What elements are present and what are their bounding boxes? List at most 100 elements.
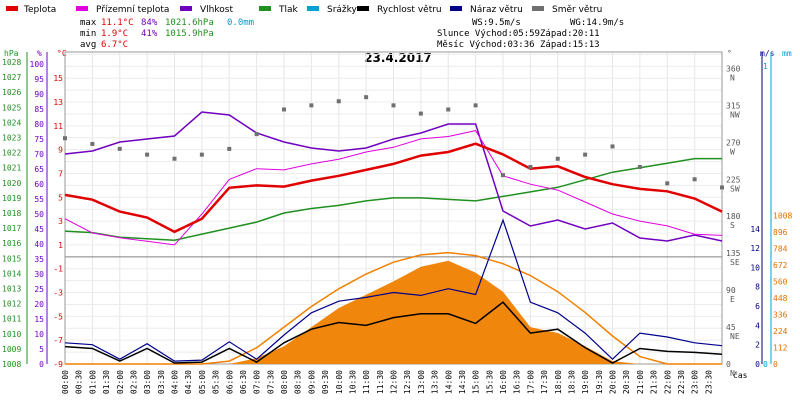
humidity-tick-label: 80 bbox=[34, 120, 44, 129]
temperature-tick-label: -3 bbox=[53, 289, 63, 298]
x-tick-label: 16:00 bbox=[499, 370, 508, 394]
stats-min-pressure: 1015.9hPa bbox=[165, 29, 214, 39]
legend-label: Náraz větru bbox=[470, 5, 523, 15]
pressure-tick-label: 1018 bbox=[2, 209, 21, 218]
wind-direction-point bbox=[282, 107, 286, 112]
unit-degrees: ° bbox=[727, 49, 732, 58]
wind-speed-max: WS:9.5m/s bbox=[472, 18, 521, 28]
wind-direction-point bbox=[364, 95, 369, 100]
solar-tick-label: 1008 bbox=[773, 211, 792, 220]
x-tick-label: 00:30 bbox=[75, 370, 84, 394]
humidity-tick-label: 10 bbox=[34, 330, 44, 339]
astro-block: WS:9.5m/s WG:14.9m/s Slunce Východ:05:59… bbox=[437, 18, 624, 50]
pressure-tick-label: 1013 bbox=[2, 285, 21, 294]
direction-tick-label: 360 bbox=[726, 64, 741, 73]
x-tick-label: 22:00 bbox=[663, 370, 672, 394]
temperature-tick-label: 9 bbox=[58, 146, 63, 155]
x-tick-label: 10:30 bbox=[348, 370, 357, 394]
stats-avg-temp: 6.7°C bbox=[101, 40, 128, 50]
ground-temperature-line bbox=[64, 130, 723, 246]
speed-tick-label: 4 bbox=[755, 321, 760, 330]
speed-tick-label: 14 bbox=[750, 225, 760, 234]
direction-name-label: S bbox=[730, 221, 735, 230]
wind-direction-point bbox=[528, 164, 533, 169]
x-tick-label: 15:00 bbox=[472, 370, 481, 394]
humidity-tick-label: 45 bbox=[34, 225, 44, 234]
legend-label: Teplota bbox=[23, 5, 56, 15]
temperature-line bbox=[64, 142, 723, 234]
wind-direction-point bbox=[63, 136, 67, 141]
pressure-tick-label: 1027 bbox=[2, 73, 21, 82]
wind-speed-line bbox=[64, 301, 723, 364]
sun-rise: Slunce Východ:05:59 bbox=[437, 29, 540, 39]
humidity-tick-label: 20 bbox=[34, 300, 44, 309]
legend-item-ground-temperature: Přízemní teplota bbox=[76, 5, 169, 15]
pressure-tick-label: 1028 bbox=[2, 58, 21, 67]
wind-direction-point bbox=[117, 146, 122, 151]
pressure-tick-label: 1023 bbox=[2, 134, 21, 143]
legend-label: Směr větru bbox=[552, 5, 602, 15]
x-tick-label: 17:30 bbox=[540, 370, 549, 394]
wind-direction-point bbox=[336, 99, 341, 104]
x-tick-label: 01:30 bbox=[102, 370, 111, 394]
pressure-line bbox=[64, 157, 722, 241]
stats-max-humidity: 84% bbox=[141, 18, 158, 28]
legend-item-wind-speed: Rychlost větru bbox=[357, 5, 442, 15]
humidity-tick-label: 70 bbox=[34, 150, 44, 159]
legend-swatch bbox=[532, 6, 544, 11]
legend-item-humidity: Vlhkost bbox=[180, 5, 233, 15]
x-tick-label: 06:30 bbox=[239, 370, 248, 394]
direction-tick-label: 180 bbox=[726, 212, 741, 221]
stats-max-pressure: 1021.6hPa bbox=[165, 18, 214, 28]
x-tick-label: 03:30 bbox=[157, 370, 166, 394]
pressure-tick-label: 1009 bbox=[2, 345, 21, 354]
x-tick-label: 09:30 bbox=[321, 370, 330, 394]
solar-tick-label: 560 bbox=[773, 277, 788, 286]
stats-avg-label: avg bbox=[80, 40, 96, 50]
wind-direction-point bbox=[145, 152, 150, 157]
legend-swatch bbox=[180, 6, 192, 11]
direction-tick-label: 225 bbox=[726, 175, 741, 184]
legend-item-temperature: Teplota bbox=[6, 5, 56, 15]
solar-tick-label: 224 bbox=[773, 327, 788, 336]
stats-min-label: min bbox=[80, 29, 96, 39]
wind-direction-point bbox=[90, 141, 95, 146]
x-tick-label: 06:00 bbox=[225, 370, 234, 394]
temperature-tick-label: -5 bbox=[53, 312, 63, 321]
temperature-tick-label: 15 bbox=[53, 74, 63, 83]
x-tick-label: 09:00 bbox=[307, 370, 316, 394]
direction-name-label: NW bbox=[730, 110, 740, 119]
x-tick-label: 12:00 bbox=[390, 370, 399, 394]
solar-tick-label: 784 bbox=[773, 244, 788, 253]
x-tick-label: 08:00 bbox=[280, 370, 289, 394]
x-tick-label: 16:30 bbox=[513, 370, 522, 394]
solar-tick-label: 0 bbox=[773, 360, 778, 369]
speed-tick-label: 12 bbox=[750, 244, 760, 253]
humidity-tick-label: 60 bbox=[34, 180, 44, 189]
temperature-tick-label: 7 bbox=[58, 169, 63, 178]
x-tick-label: 19:30 bbox=[595, 370, 604, 394]
wind-direction-point bbox=[199, 152, 204, 157]
temperature-tick-label: 3 bbox=[58, 217, 63, 226]
pressure-tick-label: 1025 bbox=[2, 103, 21, 112]
wind-gust-max: WG:14.9m/s bbox=[570, 18, 624, 28]
pressure-tick-label: 1019 bbox=[2, 194, 21, 203]
speed-tick-label: 0 bbox=[755, 360, 760, 369]
humidity-tick-label: 95 bbox=[34, 75, 44, 84]
legend-swatch bbox=[307, 6, 319, 11]
x-tick-label: 14:30 bbox=[458, 370, 467, 394]
temperature-tick-label: -1 bbox=[53, 265, 63, 274]
x-tick-label: 13:00 bbox=[417, 370, 426, 394]
wind-direction-point bbox=[227, 146, 232, 151]
x-tick-label: 19:00 bbox=[581, 370, 590, 394]
unit-celsius: °C bbox=[57, 49, 67, 58]
x-tick-label: 04:30 bbox=[184, 370, 193, 394]
pressure-tick-label: 1011 bbox=[2, 315, 21, 324]
x-tick-label: 20:30 bbox=[622, 370, 631, 394]
wind-direction-point bbox=[692, 177, 697, 182]
unit-percent: % bbox=[37, 49, 42, 58]
x-tick-label: 11:30 bbox=[376, 370, 385, 394]
solar-tick-label: 336 bbox=[773, 310, 788, 319]
wind-direction-point bbox=[309, 103, 314, 108]
x-tick-label: 02:00 bbox=[116, 370, 125, 394]
